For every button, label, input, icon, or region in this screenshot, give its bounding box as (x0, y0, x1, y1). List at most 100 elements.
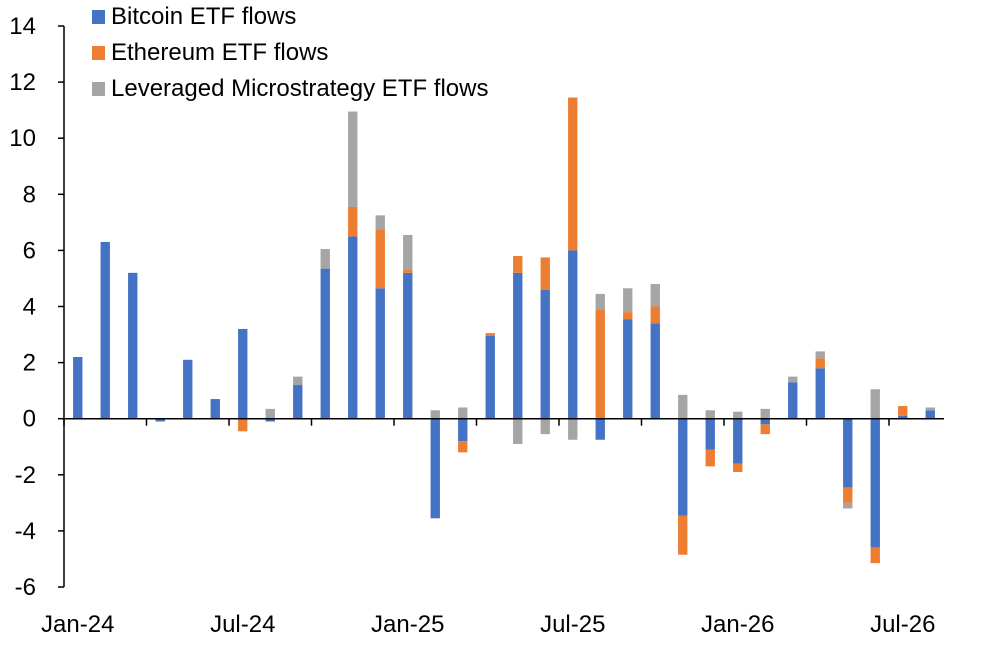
bar-ethereum-Nov-25 (678, 515, 688, 555)
x-tick-label: Jul-26 (870, 611, 935, 638)
bar-bitcoin-Feb-26 (760, 418, 770, 425)
bar-bitcoin-Mar-26 (788, 382, 798, 419)
bar-microstrategy-May-26 (843, 502, 853, 509)
bar-microstrategy-Aug-25 (595, 293, 605, 310)
bar-microstrategy-Feb-25 (430, 410, 440, 419)
bar-ethereum-Apr-25 (485, 333, 495, 336)
x-tick-label: Jul-24 (210, 611, 275, 638)
bar-bitcoin-Jan-26 (733, 418, 743, 464)
bar-ethereum-Jan-26 (733, 463, 743, 472)
y-tick-label: 0 (23, 406, 36, 433)
x-tick-label: Jan-25 (371, 611, 444, 638)
bars (73, 97, 935, 564)
bar-bitcoin-Jan-24 (73, 356, 83, 419)
bar-ethereum-Mar-25 (458, 441, 468, 453)
legend: Bitcoin ETF flows Ethereum ETF flows Lever… (92, 3, 488, 102)
bar-microstrategy-Oct-24 (320, 248, 330, 269)
bar-ethereum-Jul-26 (898, 406, 908, 416)
bar-microstrategy-Jan-25 (403, 234, 413, 271)
bar-bitcoin-Nov-25 (678, 418, 688, 516)
bar-microstrategy-Mar-26 (788, 376, 798, 383)
bar-bitcoin-Aug-24 (265, 418, 275, 422)
bar-bitcoin-Mar-25 (458, 418, 468, 442)
x-tick-label: Jul-25 (540, 611, 605, 638)
bar-bitcoin-Apr-26 (815, 368, 825, 419)
y-tick-label: -4 (15, 518, 36, 545)
y-axis: -6 -4 -2 0 2 4 6 8 10 12 14 (9, 13, 65, 601)
bar-bitcoin-Sep-24 (293, 385, 303, 419)
bar-bitcoin-Dec-24 (375, 288, 385, 419)
bar-bitcoin-Apr-24 (155, 418, 165, 422)
bar-microstrategy-Jun-25 (540, 418, 550, 435)
bar-ethereum-Nov-24 (348, 206, 358, 237)
legend-swatch (92, 46, 105, 60)
bar-bitcoin-Jan-25 (403, 272, 413, 419)
bar-bitcoin-Feb-25 (430, 418, 440, 519)
bar-bitcoin-Oct-24 (320, 268, 330, 419)
bar-bitcoin-Apr-25 (485, 335, 495, 419)
bar-microstrategy-Aug-26 (925, 407, 935, 411)
bar-ethereum-Oct-25 (650, 306, 660, 324)
legend-swatch (92, 82, 105, 96)
bar-bitcoin-Dec-25 (705, 418, 715, 450)
bar-bitcoin-Mar-24 (128, 272, 138, 419)
y-tick-label: -6 (15, 574, 36, 601)
bar-ethereum-Jun-25 (540, 257, 550, 290)
bar-ethereum-Feb-26 (760, 424, 770, 435)
bar-ethereum-Aug-25 (595, 309, 605, 419)
bar-microstrategy-Apr-26 (815, 351, 825, 359)
bar-bitcoin-May-24 (183, 359, 193, 419)
bar-bitcoin-May-25 (513, 272, 523, 419)
bar-microstrategy-Nov-24 (348, 111, 358, 207)
bar-ethereum-Jan-25 (403, 270, 413, 273)
bar-bitcoin-Jun-25 (540, 289, 550, 419)
x-axis: Jan-24 Jul-24 Jan-25 Jul-25 Jan-26 Jul-26 (41, 417, 944, 638)
x-tick-label: Jan-24 (41, 611, 114, 638)
bar-bitcoin-May-26 (843, 418, 853, 488)
y-tick-label: 4 (23, 294, 36, 321)
bar-bitcoin-Jun-24 (210, 399, 220, 419)
bar-microstrategy-Dec-25 (705, 410, 715, 419)
bar-bitcoin-Oct-25 (650, 323, 660, 419)
y-tick-label: 12 (9, 69, 36, 96)
bar-bitcoin-Jul-25 (568, 250, 578, 419)
bar-microstrategy-Dec-24 (375, 215, 385, 230)
bar-bitcoin-Sep-25 (623, 319, 633, 419)
bar-ethereum-May-26 (843, 487, 853, 503)
bar-bitcoin-Jul-26 (898, 415, 908, 419)
y-tick-label: 2 (23, 350, 36, 377)
y-tick-label: 10 (9, 125, 36, 152)
bar-ethereum-Apr-26 (815, 358, 825, 369)
bar-bitcoin-Feb-24 (100, 241, 110, 419)
bar-microstrategy-Mar-25 (458, 407, 468, 419)
bar-bitcoin-Aug-26 (925, 410, 935, 419)
bar-microstrategy-Sep-24 (293, 376, 303, 386)
bar-microstrategy-Jun-26 (870, 389, 880, 419)
bar-microstrategy-Aug-24 (265, 408, 275, 419)
legend-label: Ethereum ETF flows (111, 39, 328, 66)
bar-bitcoin-Jun-26 (870, 418, 880, 548)
bar-ethereum-Dec-24 (375, 229, 385, 289)
bar-ethereum-Jun-26 (870, 547, 880, 564)
y-tick-label: 6 (23, 237, 36, 264)
bar-microstrategy-Jul-25 (568, 418, 578, 440)
bar-bitcoin-Jul-24 (238, 328, 248, 419)
bar-ethereum-Dec-25 (705, 449, 715, 467)
bar-ethereum-Jul-25 (568, 97, 578, 251)
legend-label: Bitcoin ETF flows (111, 3, 296, 30)
bar-bitcoin-Aug-25 (595, 418, 605, 440)
bar-microstrategy-Nov-25 (678, 394, 688, 419)
bar-ethereum-Sep-25 (623, 312, 633, 320)
legend-label: Leveraged Microstrategy ETF flows (111, 75, 488, 102)
bar-ethereum-Jul-24 (238, 418, 248, 432)
y-tick-label: 8 (23, 181, 36, 208)
bar-microstrategy-Feb-26 (760, 408, 770, 419)
bar-microstrategy-Sep-25 (623, 288, 633, 313)
bar-microstrategy-Oct-25 (650, 284, 660, 307)
y-tick-label: 14 (9, 13, 36, 40)
bar-microstrategy-May-25 (513, 418, 523, 444)
legend-swatch (92, 10, 105, 24)
bar-microstrategy-Jan-26 (733, 411, 743, 419)
bar-ethereum-May-25 (513, 256, 523, 273)
x-tick-label: Jan-26 (701, 611, 774, 638)
